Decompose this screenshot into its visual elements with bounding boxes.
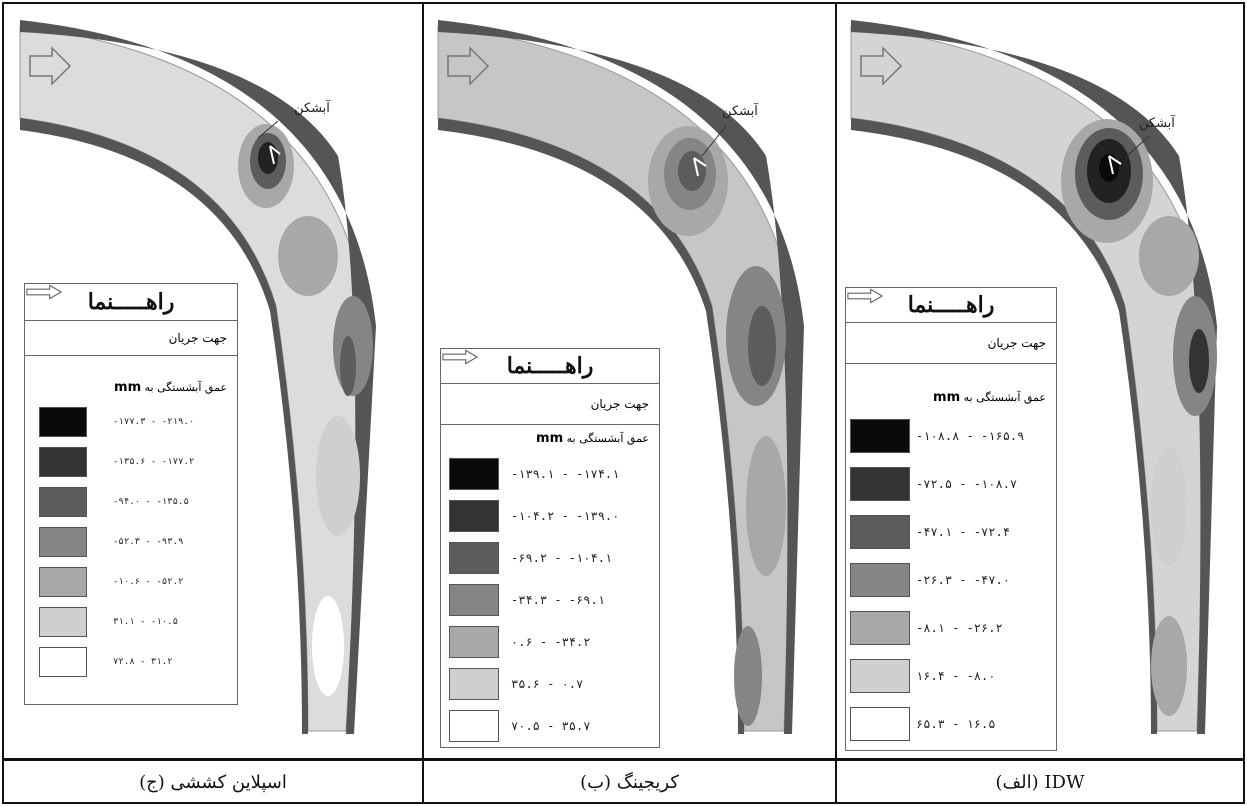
weir-icon	[693, 157, 707, 177]
legend-row: -۱۳۵.۶ - -۱۷۷.۲	[39, 442, 237, 482]
legend-rows: -۱۳۹.۱ - -۱۷۴.۱ -۱۰۴.۲ - -۱۳۹.۰ -۶۹.۲ - …	[441, 453, 659, 747]
range-label: -۱۳۵.۶ - -۱۷۷.۲	[113, 457, 195, 467]
legend-row: -۴۷.۱ - -۷۲.۴	[850, 508, 1056, 556]
legend-row: -۲۶.۳ - -۴۷.۰	[850, 556, 1056, 604]
legend-row: ۰.۶ - -۳۴.۲	[449, 621, 659, 663]
flow-arrow-icon	[442, 349, 479, 365]
flow-arrow-icon	[29, 46, 72, 86]
depth-unit: mm	[536, 431, 564, 446]
range-label: -۵۲.۳ - -۹۳.۹	[113, 537, 184, 547]
legend-flow-row: جهت جریان	[25, 284, 237, 356]
divider-2	[835, 2, 837, 802]
caption-idw: IDW (الف)	[995, 772, 1085, 793]
depth-label-text: عمق آبشستگی به	[144, 381, 227, 394]
range-label: -۹۴.۰ - -۱۳۵.۵	[113, 497, 189, 507]
legend-row: ۳۵.۶ - ۰.۷	[449, 663, 659, 705]
depth-label: عمق آبشستگی به mm	[846, 390, 1056, 412]
legend-row: -۱۰.۶ - -۵۲.۲	[39, 562, 237, 602]
legend-title: راهـــــنما	[25, 284, 237, 321]
range-label: ۷۰.۵ - ۳۵.۷	[511, 719, 591, 733]
caption-kriging: کریجینگ (ب)	[580, 772, 679, 793]
range-label: -۶۹.۲ - -۱۰۴.۱	[511, 551, 613, 565]
range-label: -۴۷.۱ - -۷۲.۴	[916, 525, 1010, 539]
depth-unit: mm	[933, 390, 961, 405]
scour-map-kriging	[437, 20, 804, 734]
legend-row: ۳۱.۱ - -۱۰.۵	[39, 602, 237, 642]
depth-label: عمق آبشستگی به mm	[25, 380, 237, 402]
flow-direction-label: جهت جریان	[987, 336, 1046, 350]
legend-row: -۶۹.۲ - -۱۰۴.۱	[449, 537, 659, 579]
legend-rows: -۱۷۷.۳ - -۲۱۹.۰ -۱۳۵.۶ - -۱۷۷.۲ -۹۴.۰ - …	[25, 402, 237, 682]
legend-row: -۱۰۸.۸ - -۱۶۵.۹	[850, 412, 1056, 460]
legend-kriging: راهـــــنما جهت جریان عمق آبشستگی به mm …	[440, 348, 660, 748]
weir-label: آبشکن	[1139, 116, 1175, 131]
flow-arrow-icon	[847, 288, 884, 304]
depth-unit: mm	[114, 380, 142, 395]
legend-idw: راهـــــنما جهت جریان عمق آبشستگی به mm …	[845, 287, 1057, 751]
legend-row: -۱۰۴.۲ - -۱۳۹.۰	[449, 495, 659, 537]
flow-direction-label: جهت جریان	[590, 397, 649, 411]
depth-label-text: عمق آبشستگی به	[963, 391, 1046, 404]
range-label: -۱۰۸.۸ - -۱۶۵.۹	[916, 429, 1025, 443]
weir-pointer	[1124, 135, 1150, 159]
weir-pointer	[257, 120, 279, 139]
legend-row: -۷۲.۵ - -۱۰۸.۷	[850, 460, 1056, 508]
weir-label: آبشکن	[294, 101, 330, 116]
legend-row: -۱۳۹.۱ - -۱۷۴.۱	[449, 453, 659, 495]
range-label: -۳۴.۳ - -۶۹.۱	[511, 593, 605, 607]
panel-idw: آبشکن راهـــــنما جهت جریان عمق آبشستگی …	[839, 6, 1243, 756]
panel-spline: آبشکن راهـــــنما جهت جریان عمق آبشستگی …	[8, 6, 412, 756]
legend-row: ۷۰.۵ - ۳۵.۷	[449, 705, 659, 747]
legend-row: ۱۶.۴ - -۸.۰	[850, 652, 1056, 700]
legend-row: ۶۵.۳ - ۱۶.۵	[850, 700, 1056, 748]
range-label: -۱۰۴.۲ - -۱۳۹.۰	[511, 509, 620, 523]
legend-title: راهـــــنما	[846, 288, 1056, 323]
legend-rows: -۱۰۸.۸ - -۱۶۵.۹ -۷۲.۵ - -۱۰۸.۷ -۴۷.۱ - -…	[846, 412, 1056, 748]
weir-icon	[269, 145, 281, 165]
weir-label: آبشکن	[722, 104, 758, 119]
range-label: ۷۲.۸ - ۳۱.۲	[113, 657, 173, 667]
weir-pointer	[701, 125, 727, 157]
range-label: -۲۶.۳ - -۴۷.۰	[916, 573, 1010, 587]
range-label: ۶۵.۳ - ۱۶.۵	[916, 717, 996, 731]
caption-spline: اسپلاین کششی (ج)	[139, 772, 287, 793]
range-label: -۱۷۷.۳ - -۲۱۹.۰	[113, 417, 195, 427]
legend-flow-row: جهت جریان	[846, 288, 1056, 364]
range-label: -۷۲.۵ - -۱۰۸.۷	[916, 477, 1018, 491]
legend-row: -۱۷۷.۳ - -۲۱۹.۰	[39, 402, 237, 442]
flow-arrow-icon	[860, 46, 903, 86]
panel-kriging: آبشکن راهـــــنما جهت جریان عمق آبشستگی …	[426, 6, 830, 756]
flow-arrow-icon	[26, 284, 63, 300]
legend-flow-row: جهت جریان	[441, 349, 659, 425]
range-label: ۳۱.۱ - -۱۰.۵	[113, 617, 179, 627]
depth-label-text: عمق آبشستگی به	[566, 432, 649, 445]
range-label: -۱۳۹.۱ - -۱۷۴.۱	[511, 467, 620, 481]
flow-arrow-icon	[447, 46, 490, 86]
legend-row: -۳۴.۳ - -۶۹.۱	[449, 579, 659, 621]
range-label: -۸.۱ - -۲۶.۲	[916, 621, 1003, 635]
weir-icon	[1108, 155, 1122, 175]
range-label: ۳۵.۶ - ۰.۷	[511, 677, 584, 691]
range-label: -۱۰.۶ - -۵۲.۲	[113, 577, 184, 587]
scour-map-spline	[19, 20, 376, 734]
scour-map-idw	[850, 20, 1217, 734]
legend-title: راهـــــنما	[441, 349, 659, 384]
divider-1	[422, 2, 424, 802]
legend-row: -۵۲.۳ - -۹۳.۹	[39, 522, 237, 562]
range-label: ۱۶.۴ - -۸.۰	[916, 669, 996, 683]
caption-divider	[2, 758, 1245, 761]
legend-row: -۹۴.۰ - -۱۳۵.۵	[39, 482, 237, 522]
flow-direction-label: جهت جریان	[168, 331, 227, 345]
depth-label: عمق آبشستگی به mm	[441, 431, 659, 453]
legend-row: -۸.۱ - -۲۶.۲	[850, 604, 1056, 652]
legend-spline: راهـــــنما جهت جریان عمق آبشستگی به mm …	[24, 283, 238, 705]
legend-row: ۷۲.۸ - ۳۱.۲	[39, 642, 237, 682]
range-label: ۰.۶ - -۳۴.۲	[511, 635, 591, 649]
